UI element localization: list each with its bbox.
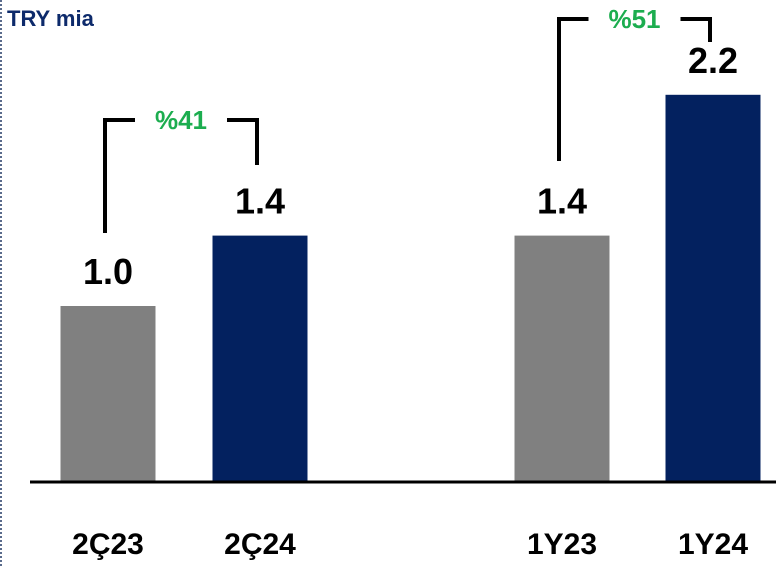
growth-bracket-left-1 — [557, 17, 589, 161]
category-label-2: 1Y23 — [527, 528, 597, 561]
bar-0 — [60, 306, 156, 482]
data-label-1: 1.4 — [235, 181, 285, 222]
category-label-0: 2Ç23 — [72, 528, 144, 561]
bar-2 — [514, 235, 610, 482]
bar-1 — [212, 235, 308, 482]
growth-label-0: %41 — [155, 105, 207, 135]
category-label-1: 2Ç24 — [224, 528, 296, 561]
growth-bracket-left-0 — [103, 118, 135, 233]
growth-label-1: %51 — [608, 4, 660, 34]
category-label-3: 1Y24 — [678, 528, 748, 561]
data-label-2: 1.4 — [537, 181, 587, 222]
growth-bracket-right-0 — [227, 118, 259, 165]
unit-label: TRY mia — [7, 6, 94, 31]
left-dotted-border — [0, 0, 2, 566]
data-label-3: 2.2 — [688, 40, 738, 81]
growth-bracket-right-1 — [680, 17, 712, 42]
bar-3 — [665, 94, 761, 483]
data-label-0: 1.0 — [83, 251, 133, 292]
